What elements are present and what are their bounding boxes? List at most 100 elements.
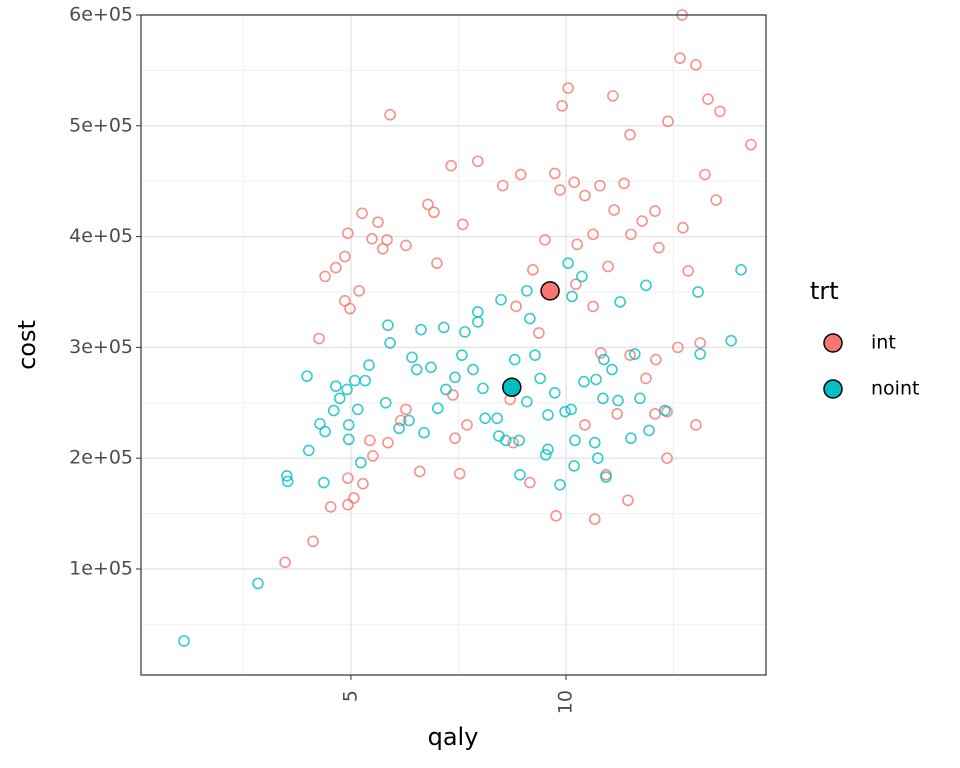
point	[568, 460, 580, 472]
point	[542, 443, 554, 456]
y-tick-label: 1e+05	[69, 557, 133, 579]
point	[342, 419, 355, 431]
point	[636, 215, 648, 227]
y-tick-label: 5e+05	[69, 114, 133, 136]
point	[589, 436, 601, 449]
point	[513, 434, 525, 447]
point	[608, 204, 620, 216]
point	[507, 436, 519, 449]
point	[406, 351, 418, 364]
y-tick-label: 6e+05	[69, 4, 133, 26]
point	[659, 404, 671, 417]
point	[649, 408, 661, 420]
point	[542, 409, 554, 421]
point	[495, 293, 507, 306]
point	[456, 349, 468, 361]
point	[351, 403, 364, 416]
point	[318, 476, 330, 489]
point	[384, 337, 396, 349]
x-axis-label: qaly	[428, 723, 479, 751]
legend-title: trt	[810, 277, 839, 305]
point	[348, 492, 360, 504]
point	[393, 422, 405, 435]
point	[529, 349, 541, 361]
point	[600, 471, 612, 483]
point	[496, 179, 509, 192]
point	[281, 470, 293, 482]
point	[339, 250, 351, 263]
point	[677, 221, 689, 234]
point	[562, 82, 574, 94]
x-tick-label: 10	[554, 690, 576, 714]
point	[559, 405, 571, 418]
point	[735, 264, 747, 276]
point	[422, 198, 434, 211]
point	[694, 337, 706, 349]
point	[622, 494, 634, 507]
point	[319, 425, 331, 438]
point	[579, 189, 591, 202]
point	[661, 452, 673, 464]
point	[510, 300, 522, 313]
point	[714, 105, 726, 118]
point	[342, 498, 354, 511]
point	[566, 290, 578, 303]
point	[281, 475, 294, 488]
point	[515, 168, 527, 181]
point	[384, 108, 396, 121]
point	[438, 321, 450, 334]
point	[592, 452, 604, 464]
point	[418, 426, 430, 439]
point	[367, 450, 379, 462]
point	[479, 412, 491, 425]
point	[533, 327, 545, 339]
point	[692, 286, 704, 298]
point	[578, 375, 590, 388]
point	[569, 434, 581, 447]
point	[339, 295, 351, 307]
point	[595, 347, 607, 359]
point	[453, 467, 466, 480]
point	[382, 319, 394, 332]
point	[521, 395, 533, 408]
point	[415, 323, 427, 336]
point	[319, 270, 331, 283]
point	[327, 404, 340, 417]
point	[556, 100, 568, 112]
point	[467, 363, 479, 376]
point	[364, 434, 376, 447]
point	[477, 382, 489, 395]
point	[589, 513, 601, 525]
point	[342, 433, 355, 446]
point	[449, 432, 461, 445]
point	[363, 359, 375, 371]
point	[428, 206, 440, 219]
point	[508, 353, 521, 366]
point	[618, 177, 630, 190]
point	[629, 348, 641, 360]
point	[376, 242, 389, 255]
point	[534, 372, 546, 385]
y-tick-label: 4e+05	[69, 225, 133, 247]
point	[341, 383, 353, 396]
point	[413, 465, 426, 478]
point	[514, 468, 526, 481]
point	[634, 392, 646, 405]
point	[314, 418, 326, 430]
point	[527, 264, 539, 276]
legend-label: noint	[871, 378, 919, 400]
point	[372, 216, 384, 228]
point	[650, 353, 662, 366]
point	[440, 383, 452, 396]
panel-border	[140, 14, 767, 676]
point	[472, 316, 484, 328]
point	[579, 419, 591, 431]
point	[499, 434, 512, 447]
point	[594, 179, 606, 192]
point	[690, 59, 702, 71]
point	[587, 300, 599, 313]
point	[366, 233, 378, 245]
point	[725, 334, 737, 347]
legend-label: int	[871, 332, 896, 354]
point	[694, 348, 706, 360]
